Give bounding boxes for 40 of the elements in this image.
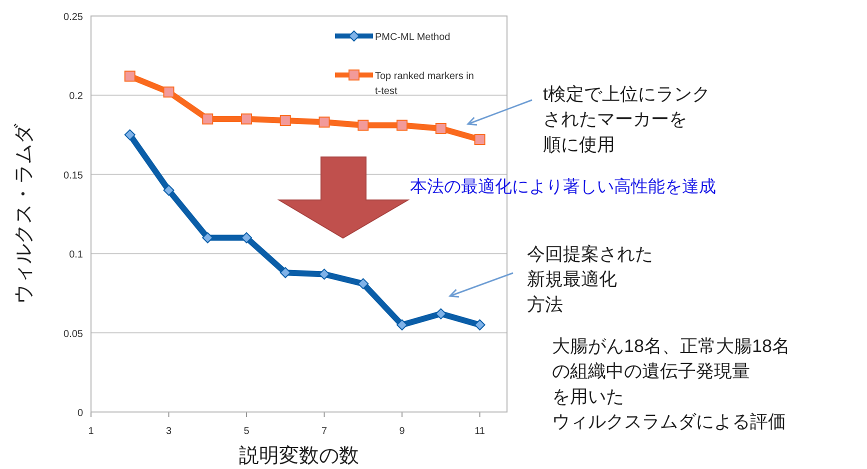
y-axis-title: ウィルクス・ラムダ [13,123,35,304]
legend-label: Top ranked markers in t-test [375,71,474,97]
y-tick-label: 0.25 [64,12,84,23]
x-tick-label: 1 [88,426,94,437]
y-tick-label: 0 [77,408,84,419]
point [202,232,214,244]
point [474,134,486,146]
point [396,319,408,330]
text: 大腸がん18名、正常大腸18名の組織中の遺伝子発現量を用いたウィルクスラムダによる評価 [552,336,790,432]
point [280,267,291,278]
point [318,268,330,280]
x-axis-title: 説明変数の数 [239,444,359,467]
point [202,113,214,124]
point [241,113,252,124]
x-tick-label: 3 [166,426,172,437]
x-tick-label: 5 [244,426,250,437]
point [435,122,446,134]
point [358,120,369,131]
point [358,278,369,290]
y-tick-label: 0.1 [69,250,84,261]
x-tick-label: 7 [321,426,328,437]
point [280,115,291,126]
annotation: 本法の最適化により著しい高性能を達成 [410,177,716,196]
point [163,86,174,98]
point [241,232,252,244]
y-tick-label: 0.15 [64,170,84,182]
x-tick-label: 9 [399,426,406,437]
point [396,120,408,131]
point [474,319,486,330]
text: 今回提案された新規最適化方法 [527,244,653,314]
x-tick-label: 11 [474,426,486,437]
point [435,308,446,320]
point [124,70,136,82]
point [163,184,174,196]
y-tick-label: 0.2 [69,91,84,102]
point [318,116,330,128]
text: t検定で上位にランクされたマーカーを順に使用 [543,84,710,154]
legend-label: PMC-ML Method [375,32,450,43]
y-tick-label: 0.05 [64,328,84,340]
point [124,129,136,140]
